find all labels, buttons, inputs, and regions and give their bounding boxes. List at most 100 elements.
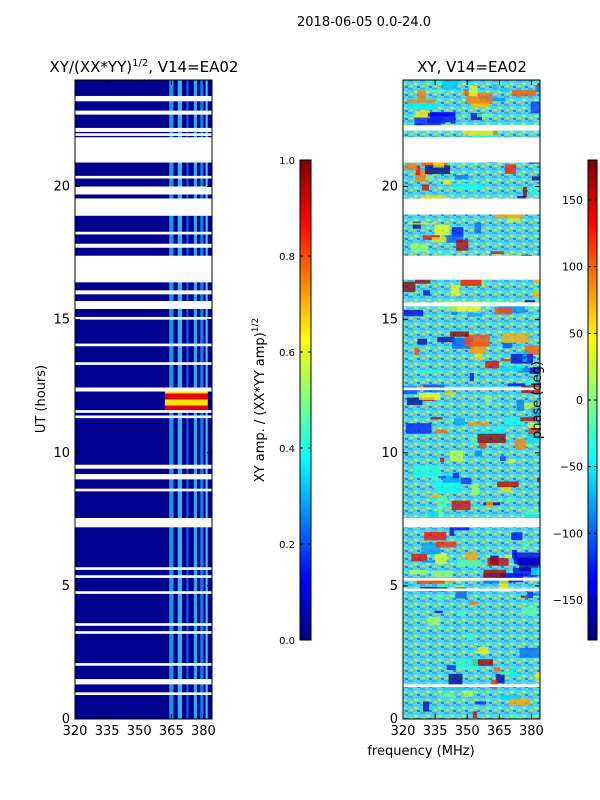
phase-cell (456, 239, 469, 251)
phase-cell (442, 179, 451, 185)
phase-cell (470, 113, 482, 121)
x-tick-label: 350 (127, 724, 152, 739)
data-gap-band (75, 300, 212, 309)
phase-cell (493, 667, 501, 672)
phase-cell (430, 417, 443, 420)
phase-cell (451, 227, 464, 238)
data-gap-band (75, 631, 212, 634)
phase-cell (451, 500, 471, 511)
phase-cell (497, 481, 519, 488)
amplitude-colorbar-label: XY amp. / (XX*YY amp)1/2 (251, 318, 268, 482)
phase-cell (414, 170, 429, 182)
phase-cell (405, 423, 432, 434)
phase-cell (538, 501, 540, 510)
phase-cell (451, 301, 481, 312)
data-gap-band (403, 588, 540, 592)
y-tick-label: 5 (390, 579, 398, 594)
phase-cell (528, 428, 540, 437)
data-gap-band (75, 243, 212, 248)
phase-cell (504, 554, 515, 559)
high-amplitude-cell (164, 393, 208, 400)
x-tick-label: 320 (63, 724, 88, 739)
data-gap-band (403, 387, 540, 391)
phase-cell (441, 80, 458, 90)
phase-cell (529, 187, 538, 195)
data-gap-band (75, 231, 212, 235)
phase-cell (535, 590, 540, 595)
colorbar-tick-label: −100 (553, 527, 583, 540)
phase-cell (443, 687, 467, 691)
phase-cell (437, 336, 455, 343)
phase-cell (440, 693, 456, 698)
phase-cell (452, 472, 459, 479)
phase-cell (417, 90, 426, 100)
phase-cell (453, 418, 465, 426)
phase-cell (421, 542, 441, 555)
phase-cell (430, 476, 439, 482)
x-tick-label: 350 (455, 724, 480, 739)
phase-cell (460, 477, 472, 485)
phase-cell (466, 92, 493, 104)
phase-cell (525, 443, 532, 447)
phase-cell (406, 397, 423, 406)
x-tick-label: 365 (487, 724, 512, 739)
phase-cell (527, 591, 533, 599)
phase-cell (538, 352, 540, 361)
amplitude-colorbar-gradient (299, 159, 312, 641)
data-gap-band (75, 464, 212, 469)
x-tick-label: 365 (159, 724, 184, 739)
data-gap-band (75, 198, 212, 216)
data-gap-band (75, 110, 212, 115)
phase-cell (531, 407, 540, 417)
colorbar-tick-label: 100 (562, 261, 583, 274)
phase-cell (435, 541, 457, 548)
data-gap-band (403, 577, 540, 581)
phase-cell (454, 524, 470, 531)
phase-cell (455, 587, 467, 599)
phase-cell (532, 290, 540, 299)
phase-cell (467, 313, 483, 317)
phase-cell (408, 102, 438, 110)
phase-cell (483, 569, 507, 581)
phase-cell (500, 671, 517, 675)
data-gap-band (75, 575, 212, 578)
phase-cell (434, 552, 447, 564)
y-tick-label: 5 (62, 579, 70, 594)
phase-cell (431, 237, 447, 243)
phase-cell (463, 690, 473, 697)
phase-cell (470, 438, 478, 443)
data-gap-band (75, 127, 212, 132)
phase-cell (434, 481, 462, 493)
colorbar-tick-label: 150 (562, 194, 583, 207)
phase-cell (522, 606, 537, 617)
high-amplitude-cell (164, 399, 208, 406)
phase-cell (509, 667, 516, 678)
phase-cell (538, 371, 540, 380)
data-gap-band (75, 362, 212, 365)
phase-cell (472, 711, 478, 718)
y-axis-label: UT (hours) (34, 365, 49, 433)
data-gap-band (75, 255, 212, 283)
phase-cell (416, 577, 445, 584)
phase-cell (455, 658, 478, 670)
phase-cell (537, 249, 540, 259)
phase-cell (464, 334, 490, 347)
phase-cell (434, 429, 448, 434)
phase-cell (409, 570, 427, 575)
phase-cell (485, 360, 500, 369)
phase-cell (520, 595, 528, 598)
phase-cell (495, 427, 506, 432)
phase-cell (451, 285, 460, 297)
phase-cell (511, 532, 523, 541)
phase-cell (414, 117, 442, 130)
data-gap-band (75, 623, 212, 626)
colorbar-tick-label: 0.0 (279, 636, 295, 647)
phase-cell (517, 368, 534, 373)
phase-cell (403, 386, 418, 395)
phase-cell (535, 672, 540, 682)
y-tick-label: 0 (390, 712, 398, 727)
figure-suptitle: 2018-06-05 0.0-24.0 (297, 15, 431, 30)
phase-cell (524, 380, 535, 389)
y-tick-label: 20 (381, 180, 398, 195)
